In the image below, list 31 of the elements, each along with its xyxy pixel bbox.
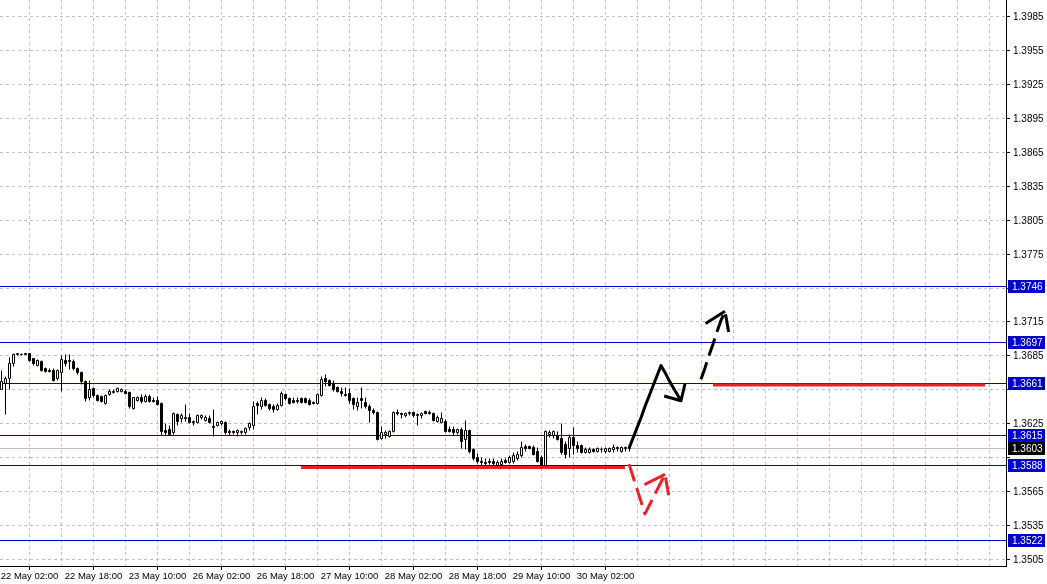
ref-line-label: 1.3615: [1012, 430, 1044, 441]
y-tick-label: 1.3625: [1013, 418, 1045, 429]
y-tick-label: 1.3955: [1013, 45, 1045, 56]
x-tick-label: 26 May 02:00: [192, 570, 251, 581]
x-tick-label: 27 May 10:00: [320, 570, 379, 581]
y-tick-label: 1.3535: [1013, 520, 1045, 531]
ref-line-label: 1.3522: [1012, 535, 1044, 546]
y-tick-label: 1.3985: [1013, 11, 1045, 22]
x-tick-label: 28 May 18:00: [448, 570, 507, 581]
ref-line-label: 1.3661: [1012, 378, 1044, 389]
y-tick-label: 1.3685: [1013, 350, 1045, 361]
ref-line-label: 1.3588: [1012, 460, 1044, 471]
x-tick-label: 23 May 10:00: [128, 570, 187, 581]
y-tick-label: 1.3895: [1013, 113, 1045, 124]
y-tick-label: 1.3565: [1013, 486, 1045, 497]
x-tick-label: 30 May 02:00: [576, 570, 635, 581]
y-tick-label: 1.3925: [1013, 79, 1045, 90]
x-tick-label: 22 May 18:00: [64, 570, 123, 581]
y-tick-label: 1.3865: [1013, 147, 1045, 158]
x-tick-label: 28 May 02:00: [384, 570, 443, 581]
x-tick-label: 26 May 18:00: [256, 570, 315, 581]
ref-line-label: 1.3603: [1012, 443, 1044, 454]
x-tick-label: 29 May 10:00: [512, 570, 571, 581]
y-tick-label: 1.3805: [1013, 215, 1045, 226]
y-tick-label: 1.3715: [1013, 316, 1045, 327]
y-tick-label: 1.3835: [1013, 181, 1045, 192]
y-tick-label: 1.3505: [1013, 554, 1045, 565]
x-tick-label: 22 May 02:00: [0, 570, 59, 581]
y-tick-label: 1.3775: [1013, 249, 1045, 260]
ref-line-label: 1.3746: [1012, 281, 1044, 292]
ref-line-label: 1.3697: [1012, 337, 1044, 348]
